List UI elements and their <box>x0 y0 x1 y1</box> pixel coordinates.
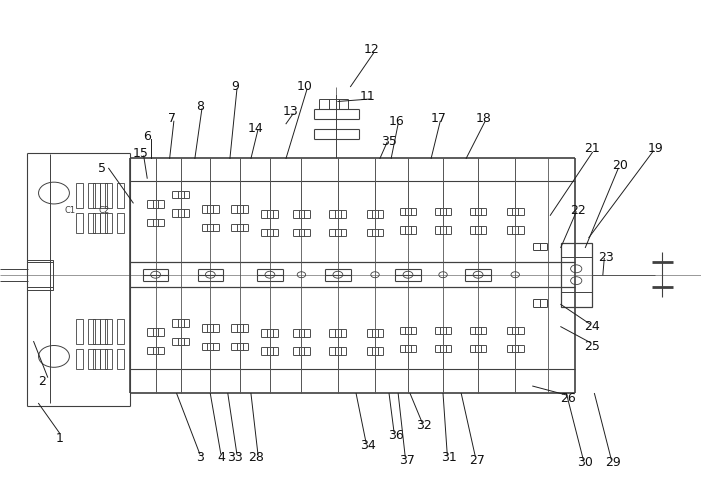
Text: 8: 8 <box>196 100 204 113</box>
Text: 17: 17 <box>430 112 446 125</box>
Text: 15: 15 <box>132 147 148 160</box>
Bar <box>117 213 124 233</box>
Text: 11: 11 <box>360 90 376 103</box>
Bar <box>27 260 53 290</box>
Bar <box>76 319 83 344</box>
Bar <box>105 319 112 344</box>
Text: 5: 5 <box>97 162 106 175</box>
Text: 12: 12 <box>364 43 379 56</box>
Text: 36: 36 <box>388 429 404 442</box>
Bar <box>93 213 100 233</box>
Bar <box>561 243 592 307</box>
Bar <box>100 319 107 344</box>
Text: 19: 19 <box>648 142 663 155</box>
Bar <box>88 213 95 233</box>
Bar <box>76 349 83 369</box>
Bar <box>105 213 112 233</box>
Text: 13: 13 <box>283 105 299 118</box>
Text: 2: 2 <box>38 375 46 388</box>
Bar <box>88 319 95 344</box>
Bar <box>117 183 124 208</box>
Bar <box>117 319 124 344</box>
Bar <box>105 349 112 369</box>
Text: 31: 31 <box>441 451 456 464</box>
Text: 4: 4 <box>217 451 225 464</box>
Text: 32: 32 <box>416 419 432 432</box>
Text: 30: 30 <box>578 456 593 469</box>
Text: C2: C2 <box>98 206 109 215</box>
Bar <box>93 183 100 208</box>
Text: 6: 6 <box>143 130 151 143</box>
Text: 34: 34 <box>360 439 376 452</box>
Text: 1: 1 <box>55 432 64 445</box>
Text: 25: 25 <box>585 340 600 353</box>
Text: 29: 29 <box>606 456 621 469</box>
Text: 23: 23 <box>599 251 614 264</box>
Bar <box>76 213 83 233</box>
Text: 22: 22 <box>571 204 586 217</box>
Text: 35: 35 <box>381 135 397 148</box>
Text: 9: 9 <box>231 80 239 93</box>
Text: 21: 21 <box>585 142 600 155</box>
Bar <box>105 183 112 208</box>
Text: 28: 28 <box>248 451 264 464</box>
Text: 14: 14 <box>248 122 264 135</box>
Bar <box>76 183 83 208</box>
Text: 16: 16 <box>388 115 404 128</box>
Text: 37: 37 <box>399 454 414 467</box>
Text: 20: 20 <box>613 159 628 172</box>
Text: C1: C1 <box>64 206 76 215</box>
Bar <box>100 183 107 208</box>
Text: 3: 3 <box>196 451 204 464</box>
Bar <box>93 319 100 344</box>
Bar <box>100 349 107 369</box>
Bar <box>117 349 124 369</box>
Bar <box>93 349 100 369</box>
Text: 10: 10 <box>297 80 313 93</box>
Text: 7: 7 <box>168 112 176 125</box>
Text: 27: 27 <box>469 454 484 467</box>
Text: 24: 24 <box>585 320 600 333</box>
Bar <box>88 183 95 208</box>
Text: 33: 33 <box>227 451 243 464</box>
Text: 18: 18 <box>476 112 491 125</box>
Text: 26: 26 <box>560 392 576 405</box>
Bar <box>88 349 95 369</box>
Bar <box>100 213 107 233</box>
